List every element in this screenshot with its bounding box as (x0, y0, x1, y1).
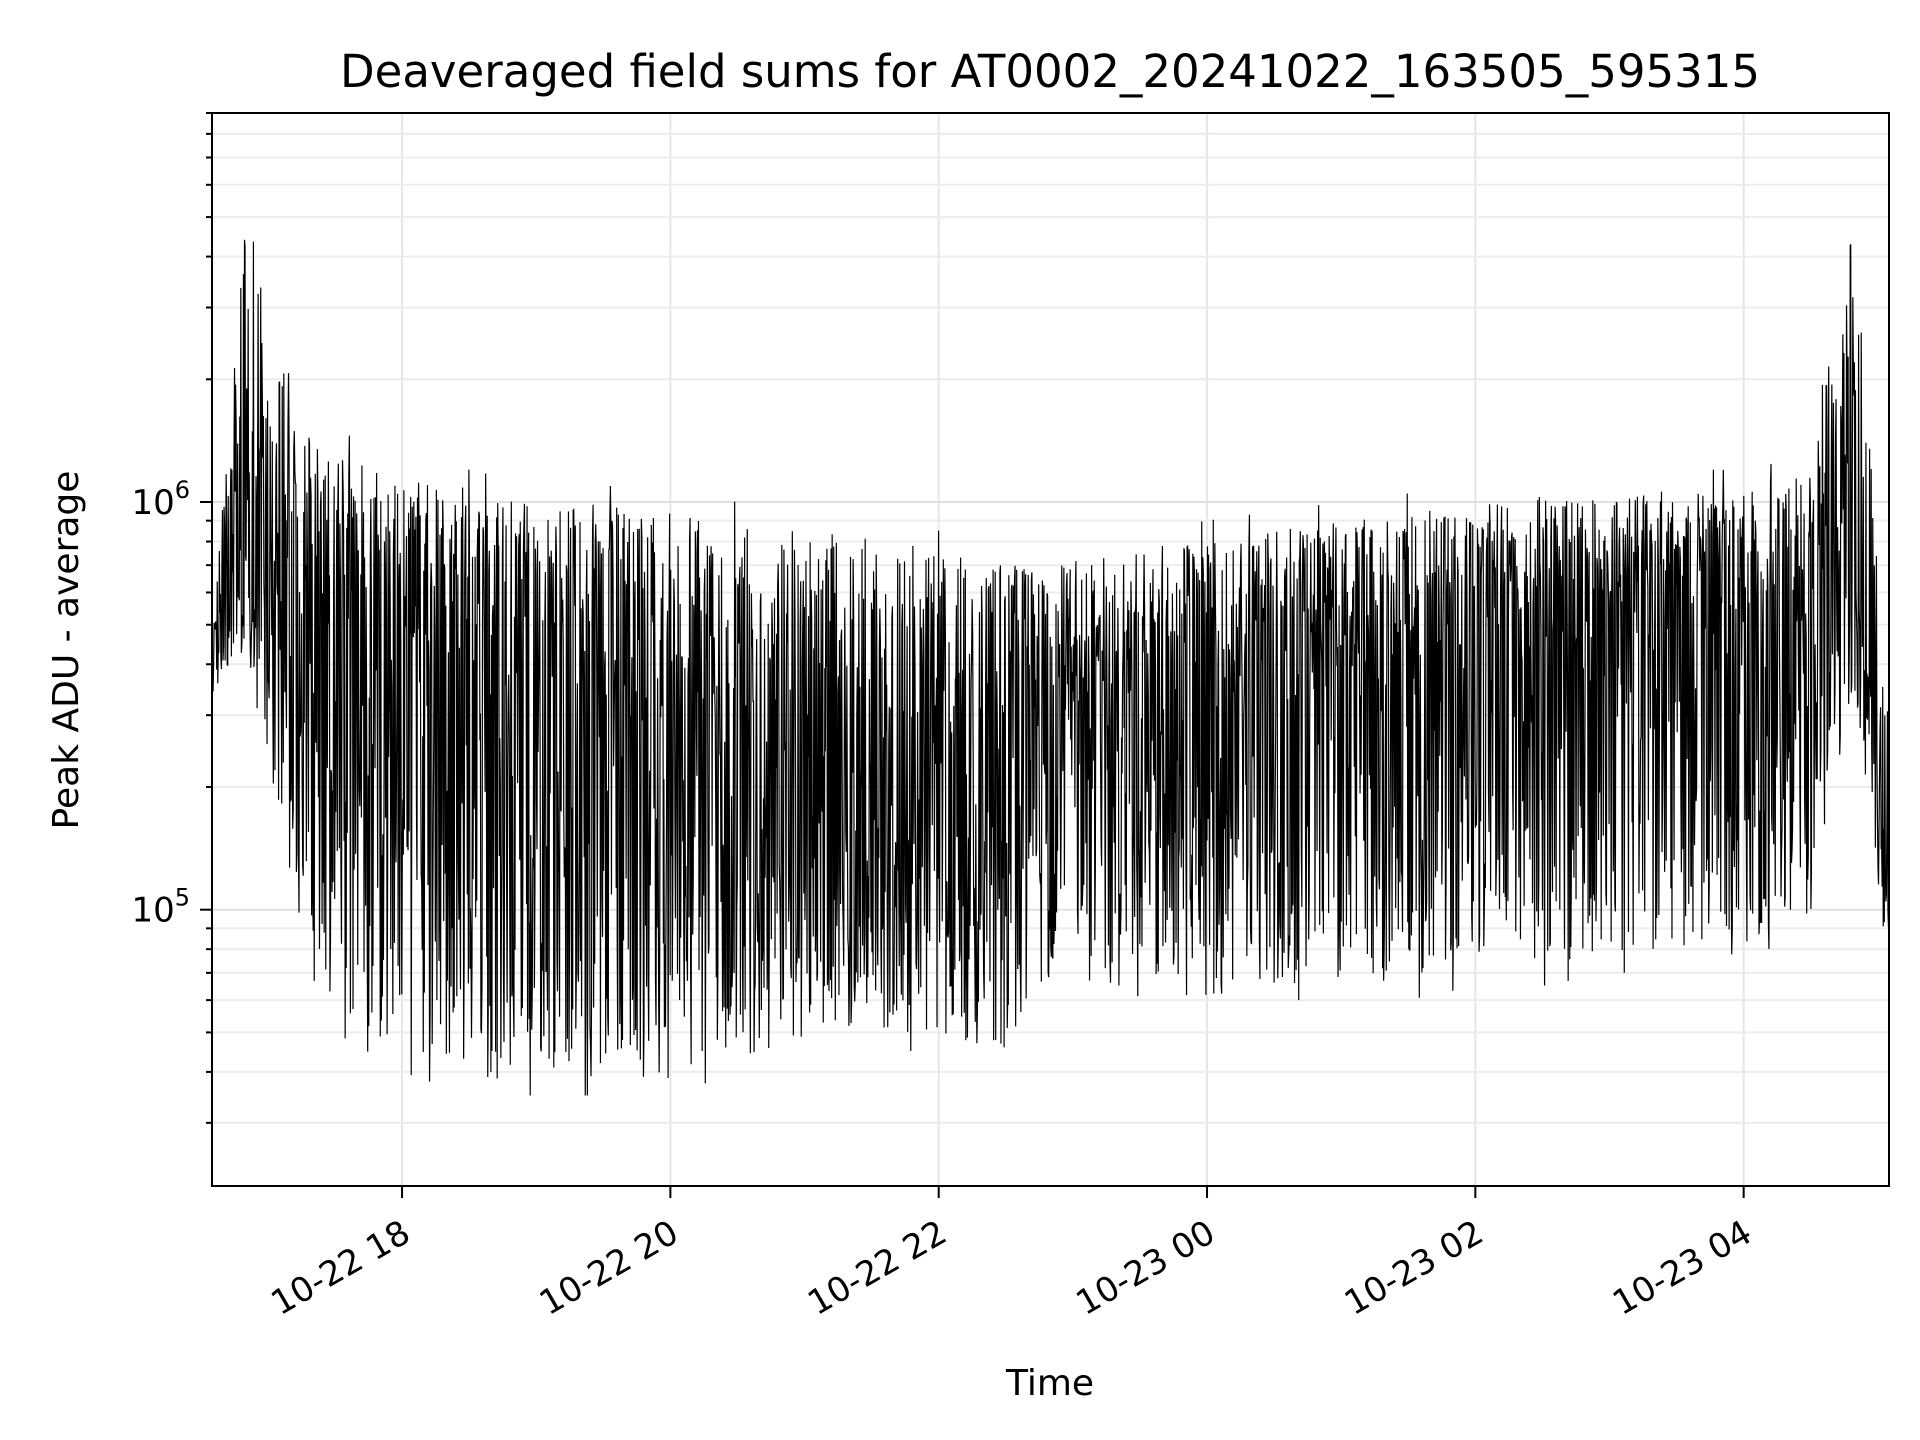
x-axis-label: Time (1005, 1363, 1094, 1404)
series-line (211, 239, 1890, 1096)
y-tick-label: 105 (131, 884, 190, 931)
y-tick-label: 106 (131, 476, 190, 523)
y-axis-label: Peak ADU - average (46, 471, 87, 830)
chart-title: Deaveraged field sums for AT0002_2024102… (340, 45, 1760, 98)
plot-frame (211, 112, 1890, 1187)
series-trace (211, 239, 1890, 1096)
